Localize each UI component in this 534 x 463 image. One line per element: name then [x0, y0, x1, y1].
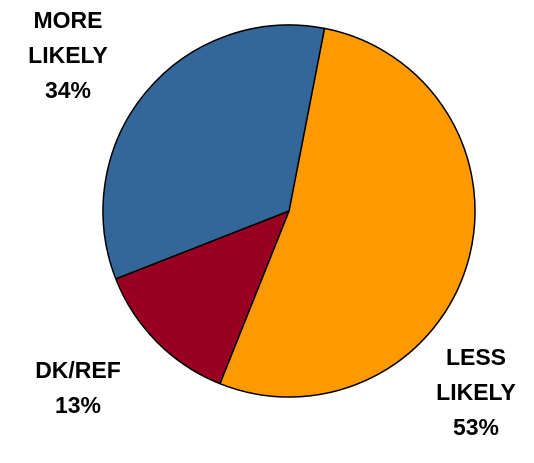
slice-label-more-likely-line-2: LIKELY — [28, 42, 108, 68]
slice-label-less-likely-line-1: LESS — [446, 344, 506, 370]
slices-layer — [102, 24, 476, 398]
slice-value-label-dk-ref: 13% — [55, 392, 101, 418]
slice-value-label-less-likely: 53% — [453, 414, 499, 440]
labels-layer: LESS LIKELY 53% DK/REF 13% MORE LIKELY 34% — [28, 7, 516, 440]
pie-slice-dk-ref — [115, 210, 290, 385]
slice-label-less-likely-line-2: LIKELY — [436, 379, 516, 405]
pie-slice-more-likely — [102, 24, 326, 280]
slice-value-label-more-likely: 34% — [45, 77, 91, 103]
pie-slice-less-likely — [219, 27, 476, 398]
slice-label-more-likely-line-1: MORE — [34, 7, 103, 33]
slice-label-dk-ref-line-1: DK/REF — [35, 357, 121, 383]
